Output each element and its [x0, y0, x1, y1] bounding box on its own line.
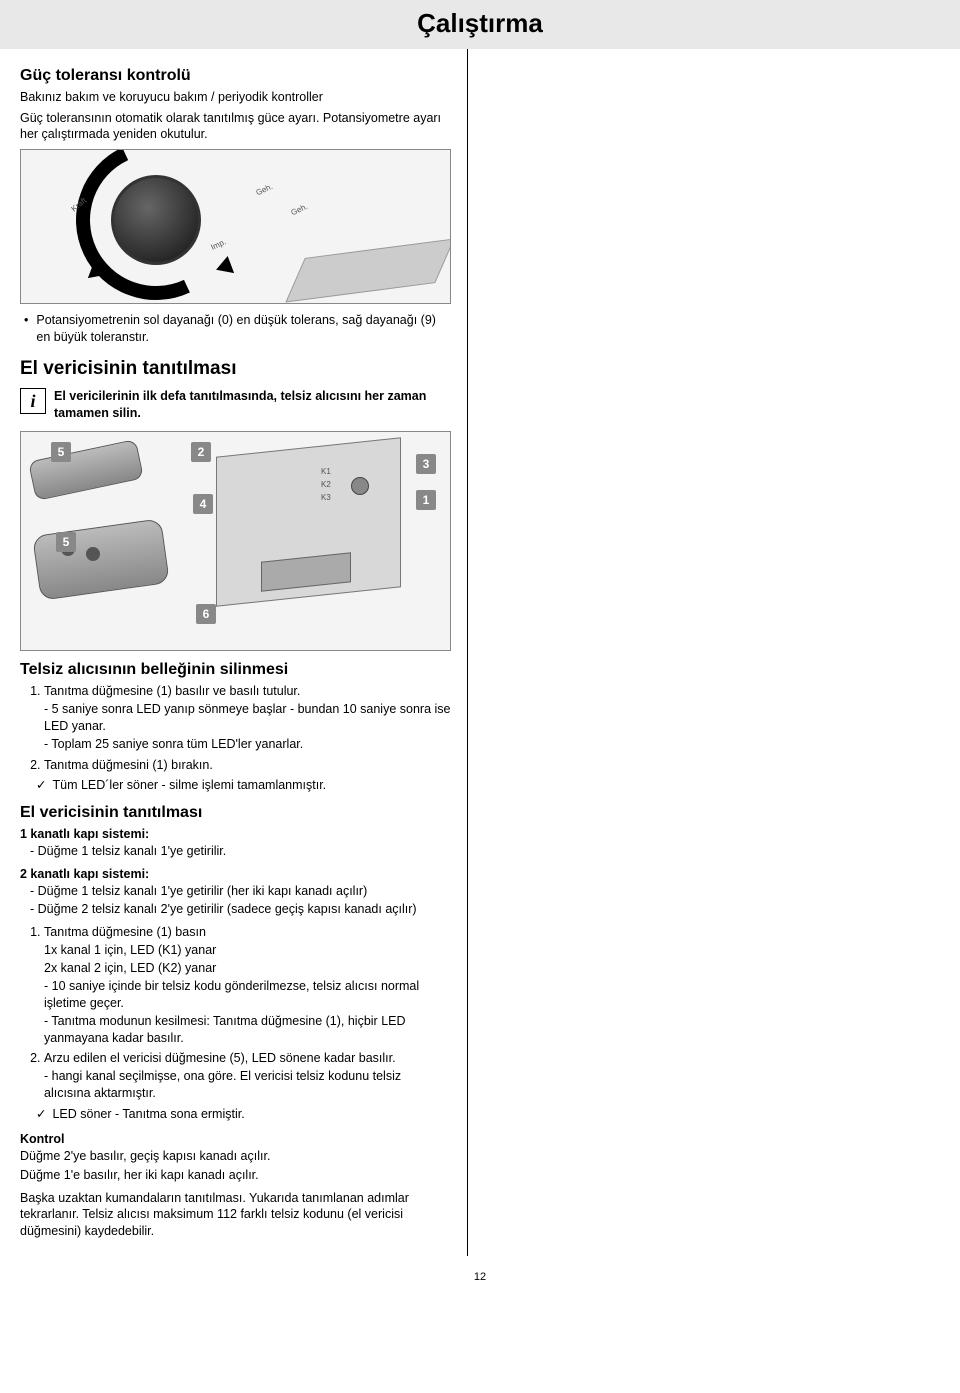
sys2-b: Düğme 2 telsiz kanalı 2'ye getirilir (sa…	[30, 901, 451, 918]
sec4-step1a: 1x kanal 1 için, LED (K1) yanar	[44, 942, 451, 959]
sec4-steps: Tanıtma düğmesine (1) basın 1x kanal 1 i…	[20, 924, 451, 1102]
callout-3: 3	[416, 454, 436, 474]
sec3-step1b: - Toplam 25 saniye sonra tüm LED'ler yan…	[44, 736, 451, 753]
sec1-sub: Bakınız bakım ve koruyucu bakım / periyo…	[20, 89, 451, 106]
potentiometer-figure: Kraft Imp. Geh. Geh.	[20, 149, 451, 304]
kontrol-1: Düğme 2'ye basılır, geçiş kapısı kanadı …	[20, 1148, 451, 1165]
callout-6: 6	[196, 604, 216, 624]
label-geh2: Geh.	[290, 202, 310, 219]
sec4-check: LED söner - Tanıtma sona ermiştir.	[36, 1106, 451, 1123]
sec4-step2a: - hangi kanal seçilmişse, ona göre. El v…	[44, 1068, 451, 1102]
sys1-label: 1 kanatlı kapı sistemi:	[20, 826, 451, 843]
sec2-heading: El vericisinin tanıtılması	[20, 356, 451, 382]
sys1-list: Düğme 1 telsiz kanalı 1'ye getirilir.	[20, 843, 451, 860]
sec3-steps: Tanıtma düğmesine (1) basılır ve basılı …	[20, 683, 451, 773]
sec4-step1: Tanıtma düğmesine (1) basın	[44, 925, 206, 939]
sec3-heading: Telsiz alıcısının belleğinin silinmesi	[20, 659, 451, 681]
kontrol-label: Kontrol	[20, 1131, 451, 1148]
sec1-para: Güç toleransının otomatik olarak tanıtıl…	[20, 110, 451, 144]
sec4-heading: El vericisinin tanıtılması	[20, 802, 451, 824]
sec1-heading: Güç toleransı kontrolü	[20, 65, 451, 87]
callout-1: 1	[416, 490, 436, 510]
callout-4: 4	[193, 494, 213, 514]
sec4-step2: Arzu edilen el vericisi düğmesine (5), L…	[44, 1051, 396, 1065]
left-column: Güç toleransı kontrolü Bakınız bakım ve …	[0, 49, 468, 1256]
sec2-info: El vericilerinin ilk defa tanıtılmasında…	[54, 388, 451, 422]
receiver-figure: K1 K2 K3 5 2 3 4 1 5 6	[20, 431, 451, 651]
sec3-step2: Tanıtma düğmesini (1) bırakın.	[44, 757, 451, 774]
sec3-step1: Tanıtma düğmesine (1) basılır ve basılı …	[44, 684, 300, 698]
page-number: 12	[0, 1256, 960, 1293]
kontrol-2: Düğme 1'e basılır, her iki kapı kanadı a…	[20, 1167, 451, 1184]
board-k3: K3	[321, 493, 331, 504]
callout-5b: 5	[56, 532, 76, 552]
sys2-list: Düğme 1 telsiz kanalı 1'ye getirilir (he…	[20, 883, 451, 919]
sec4-final: Başka uzaktan kumandaların tanıtılması. …	[20, 1190, 451, 1241]
sys2-a: Düğme 1 telsiz kanalı 1'ye getirilir (he…	[30, 883, 451, 900]
sys1-a: Düğme 1 telsiz kanalı 1'ye getirilir.	[30, 843, 451, 860]
callout-2: 2	[191, 442, 211, 462]
sec4-step1b: 2x kanal 2 için, LED (K2) yanar	[44, 960, 451, 977]
label-geh1: Geh.	[255, 182, 275, 199]
board-k1: K1	[321, 467, 331, 478]
sec3-check: Tüm LED´ler söner - silme işlemi tamamla…	[36, 777, 451, 794]
sys2-label: 2 kanatlı kapı sistemi:	[20, 866, 451, 883]
board-k2: K2	[321, 480, 331, 491]
info-icon: i	[20, 388, 46, 414]
page-title: Çalıştırma	[0, 0, 960, 49]
sec4-step1c: - 10 saniye içinde bir telsiz kodu gönde…	[44, 978, 451, 1012]
callout-5a: 5	[51, 442, 71, 462]
sec4-step1d: - Tanıtma modunun kesilmesi: Tanıtma düğ…	[44, 1013, 451, 1047]
right-column	[468, 49, 960, 1256]
sec1-bullet: Potansiyometrenin sol dayanağı (0) en dü…	[20, 312, 451, 346]
sec3-step1a: - 5 saniye sonra LED yanıp sönmeye başla…	[44, 701, 451, 735]
